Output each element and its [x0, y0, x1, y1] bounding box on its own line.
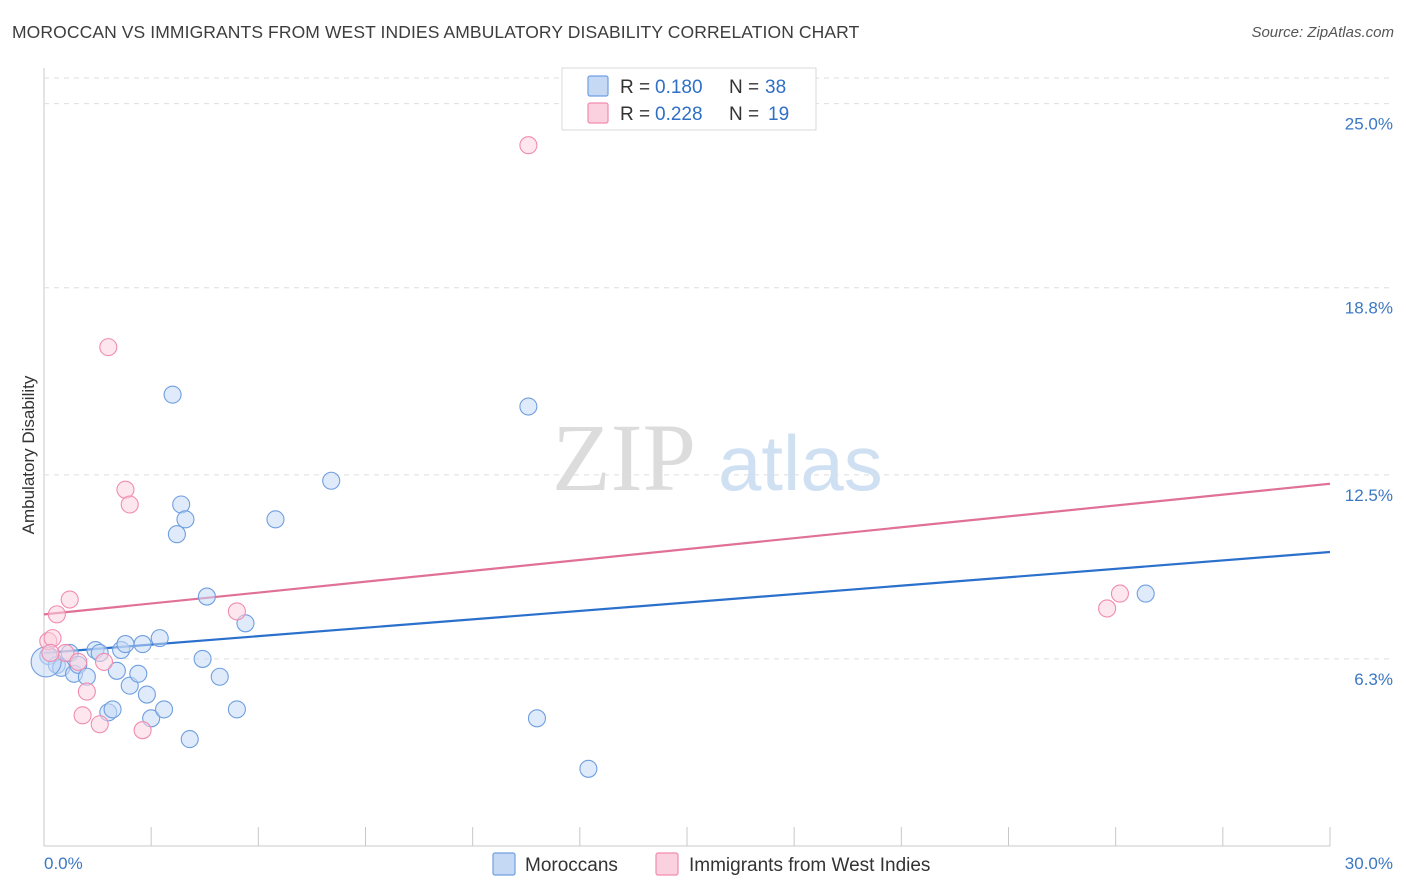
- legend-n-value-west-indies: 19: [768, 104, 789, 125]
- point-west-indies: [43, 629, 62, 648]
- point-west-indies: [99, 338, 118, 357]
- point-moroccans: [197, 587, 216, 606]
- legend-r-value-moroccans: 0.180: [655, 77, 703, 98]
- point-moroccans: [527, 709, 547, 728]
- legend-n-label-moroccans: N =: [729, 77, 759, 98]
- y-tick-label: 18.8%: [1345, 299, 1393, 318]
- point-moroccans: [519, 397, 538, 416]
- top-legend: R = 0.180 N = 38 R = 0.228 N = 19: [561, 67, 817, 131]
- x-ticks: [43, 827, 1331, 846]
- point-moroccans: [322, 471, 341, 490]
- point-moroccans: [210, 667, 229, 686]
- point-west-indies: [60, 590, 79, 609]
- point-moroccans: [180, 730, 199, 749]
- point-moroccans: [172, 495, 191, 514]
- point-west-indies: [116, 480, 135, 499]
- legend-swatch-moroccans: [587, 75, 609, 97]
- point-moroccans: [129, 664, 148, 683]
- point-moroccans: [193, 649, 212, 668]
- point-west-indies: [77, 682, 96, 701]
- point-west-indies: [90, 715, 109, 734]
- y-axis-label: Ambulatory Disability: [19, 375, 38, 534]
- point-moroccans: [116, 635, 135, 654]
- bottom-legend-swatch-moroccans: [492, 852, 516, 876]
- point-moroccans: [103, 700, 122, 719]
- bottom-legend-label-west-indies: Immigrants from West Indies: [689, 855, 930, 876]
- point-moroccans: [266, 510, 285, 529]
- point-west-indies: [133, 721, 152, 740]
- point-west-indies: [94, 652, 114, 671]
- point-west-indies: [1110, 584, 1130, 603]
- point-west-indies: [73, 706, 92, 725]
- point-west-indies: [41, 643, 60, 663]
- legend-n-value-moroccans: 38: [765, 77, 786, 98]
- point-moroccans: [163, 385, 182, 404]
- point-west-indies: [1098, 599, 1117, 618]
- bottom-legend-swatch-west-indies: [655, 852, 679, 876]
- bottom-legend-label-moroccans: Moroccans: [525, 855, 618, 876]
- point-moroccans: [107, 661, 126, 680]
- watermark-zip: ZIP: [552, 404, 696, 511]
- point-moroccans: [167, 525, 186, 544]
- legend-r-label-west-indies: R =: [620, 104, 650, 125]
- legend-r-label-moroccans: R =: [620, 77, 650, 98]
- point-west-indies: [519, 136, 538, 155]
- y-tick-label: 12.5%: [1345, 486, 1393, 505]
- point-west-indies: [47, 605, 66, 624]
- source-label: Source: ZipAtlas.com: [1251, 24, 1394, 41]
- bottom-legend: Moroccans Immigrants from West Indies: [492, 852, 930, 876]
- point-moroccans: [227, 700, 246, 719]
- point-west-indies: [69, 652, 88, 671]
- legend-swatch-west-indies: [587, 102, 609, 124]
- point-moroccans: [154, 700, 174, 719]
- trend-lines: [43, 482, 1331, 655]
- point-moroccans: [137, 685, 156, 704]
- watermark-atlas: atlas: [718, 419, 883, 507]
- x-tick-label-max: 30.0%: [1345, 854, 1393, 873]
- trend-line-west-indies: [43, 482, 1331, 616]
- point-moroccans: [150, 629, 169, 648]
- legend-n-label-west-indies: N =: [729, 104, 759, 125]
- x-tick-label-min: 0.0%: [44, 854, 83, 873]
- chart-title: MOROCCAN VS IMMIGRANTS FROM WEST INDIES …: [12, 22, 860, 42]
- watermark: ZIP atlas: [552, 404, 883, 511]
- point-west-indies: [227, 602, 246, 621]
- point-moroccans: [133, 635, 152, 654]
- data-points: [30, 136, 1155, 778]
- point-moroccans: [579, 759, 598, 778]
- y-tick-label: 6.3%: [1354, 670, 1393, 689]
- y-tick-label: 25.0%: [1345, 115, 1393, 134]
- trend-line-moroccans: [43, 550, 1331, 655]
- grid: [44, 77, 1393, 660]
- y-tick-labels: 6.3% 12.5% 18.8% 25.0%: [1345, 115, 1393, 689]
- point-moroccans: [176, 510, 195, 529]
- point-moroccans: [1136, 584, 1155, 603]
- point-west-indies: [120, 495, 139, 514]
- legend-r-value-west-indies: 0.228: [655, 104, 703, 125]
